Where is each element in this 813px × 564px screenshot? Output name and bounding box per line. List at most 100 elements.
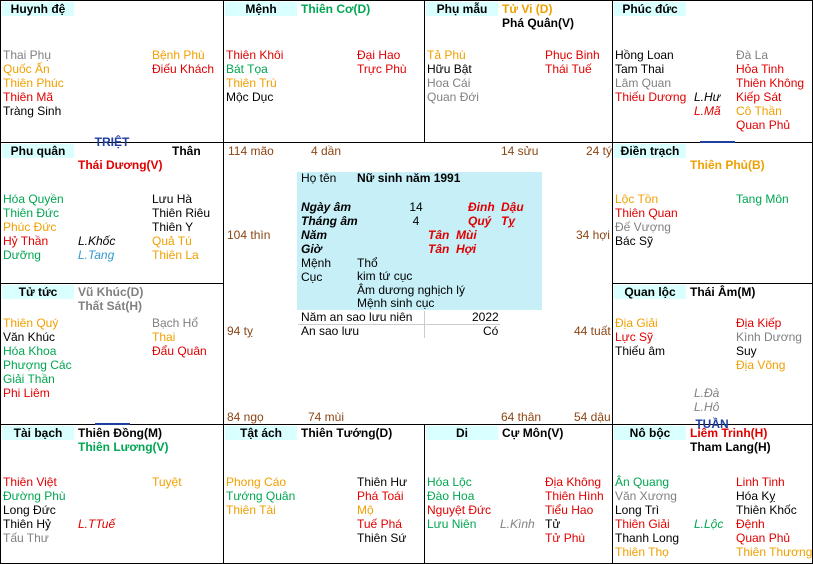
star: Phục Binh	[545, 48, 600, 62]
age-label: 74 mùi	[308, 410, 344, 424]
star: Thiên Khôi	[226, 48, 283, 62]
palace-header-bg	[225, 426, 297, 440]
info-value: Hợi	[456, 242, 477, 256]
info-value: Tỵ	[501, 214, 516, 228]
star: Phong Cáo	[226, 475, 286, 489]
star: Tiểu Hao	[545, 503, 594, 517]
star: Tả Phù	[427, 48, 466, 62]
star: Văn Khúc	[3, 330, 55, 344]
info-value: Đinh	[468, 200, 495, 214]
star: Thiên Hình	[545, 489, 604, 503]
main-star: Tử Vi (D)	[502, 2, 552, 16]
star: Quan Phủ	[736, 531, 790, 545]
star: L.Đà	[694, 386, 720, 400]
star: Kình Dương	[736, 330, 802, 344]
palace-header-bg	[2, 426, 74, 440]
star: Thiên Không	[736, 76, 804, 90]
star: Thiên Đức	[3, 206, 59, 220]
star: Thiên Thọ	[615, 545, 669, 559]
palace-name: Huynh đệ	[11, 2, 66, 16]
info-value: Nữ sinh năm 1991	[357, 171, 461, 185]
star: Đại Hao	[357, 48, 401, 62]
star: Địa Kiếp	[736, 316, 782, 330]
star: Mộ	[357, 503, 374, 517]
info-value: Mệnh sinh cục	[357, 296, 434, 310]
star: Hồng Loan	[615, 48, 674, 62]
star: Tấu Thư	[3, 531, 49, 545]
main-star: Thiên Phủ(B)	[690, 158, 765, 172]
star: Tang Môn	[736, 192, 789, 206]
age-label: 34 hợi	[576, 228, 610, 242]
star: Tử	[545, 517, 560, 531]
star: Bệnh Phù	[152, 48, 205, 62]
star: Thiếu Dương	[615, 90, 686, 104]
star: Quả Tú	[152, 234, 192, 248]
star: Tuyệt	[152, 475, 182, 489]
star: Đường Phù	[3, 489, 66, 503]
info-value: Âm dương nghịch lý	[357, 282, 465, 297]
star: Linh Tinh	[736, 475, 785, 489]
star: Nguyệt Đức	[427, 503, 491, 517]
main-star: Tham Lang(H)	[690, 440, 771, 454]
star: Thiên Khốc	[736, 503, 797, 517]
star: Thiên Mã	[3, 90, 53, 104]
info-value: Mùi	[456, 228, 477, 242]
star: L.Lộc	[694, 517, 723, 531]
star: Giải Thần	[3, 372, 55, 386]
age-label: 64 thân	[501, 410, 541, 424]
info-value: Dậu	[501, 200, 524, 214]
star: Dưỡng	[3, 248, 41, 262]
age-label: 44 tuất	[574, 324, 611, 338]
star: Địa Không	[545, 475, 601, 489]
palace-extra: Thân	[172, 144, 201, 158]
star: Thiên Tài	[226, 503, 276, 517]
palace-header-bg	[614, 285, 686, 299]
info-value: Thổ	[357, 256, 378, 270]
star: Thiên Thương	[736, 545, 812, 559]
info-value: kim tứ cục	[357, 269, 412, 283]
info-label: Ngày âm	[301, 200, 351, 214]
palace-name: Tử tức	[19, 285, 58, 299]
info-label: Giờ	[301, 242, 324, 256]
star: Thai	[152, 330, 175, 344]
star: Thanh Long	[615, 531, 679, 545]
palace-name: Tật ách	[240, 426, 282, 440]
star: Suy	[736, 344, 757, 358]
star: Lưu Niên	[427, 517, 476, 531]
star: Thiên Quý	[3, 316, 58, 330]
star: Tràng Sinh	[3, 104, 61, 118]
star: Phượng Các	[3, 358, 72, 372]
palace-name: Phu quân	[11, 144, 66, 158]
star: Thiên Hư	[357, 475, 407, 489]
star: Thiên Giải	[615, 517, 670, 531]
star: Quan Phủ	[736, 118, 790, 132]
main-star: Thiên Tướng(D)	[301, 426, 392, 440]
star: Đẩu Quân	[152, 344, 207, 358]
palace-name: Phụ mẫu	[437, 1, 488, 16]
star: L.Tang	[78, 248, 115, 262]
star: Thái Tuế	[545, 62, 592, 76]
star: Điếu Khách	[152, 62, 214, 76]
star: Thiếu âm	[615, 344, 665, 358]
star: Phi Liêm	[3, 386, 50, 400]
info-value: Tân	[428, 242, 449, 256]
main-star: Thiên Lương(V)	[78, 440, 169, 454]
star: Đệnh	[736, 517, 765, 531]
age-label: 94 tỵ	[227, 324, 253, 338]
main-star: Thất Sát(H)	[78, 299, 142, 313]
palace-name: Mệnh	[245, 2, 276, 16]
info-value: Tân	[428, 228, 449, 242]
age-label: 4 dần	[311, 144, 341, 158]
palace-name: Tài bạch	[14, 426, 63, 440]
palace-header-bg	[614, 426, 686, 440]
star: Bát Tọa	[226, 62, 268, 76]
main-star: Phá Quân(V)	[502, 16, 574, 30]
info-label: Năm	[301, 228, 327, 242]
info-value: Có	[483, 324, 499, 338]
star: Hoa Cái	[427, 76, 470, 90]
star: Hóa Lộc	[427, 475, 472, 489]
info-value: 4	[413, 214, 420, 228]
star: Tam Thai	[615, 62, 664, 76]
main-star: Thiên Đồng(M)	[78, 426, 162, 440]
